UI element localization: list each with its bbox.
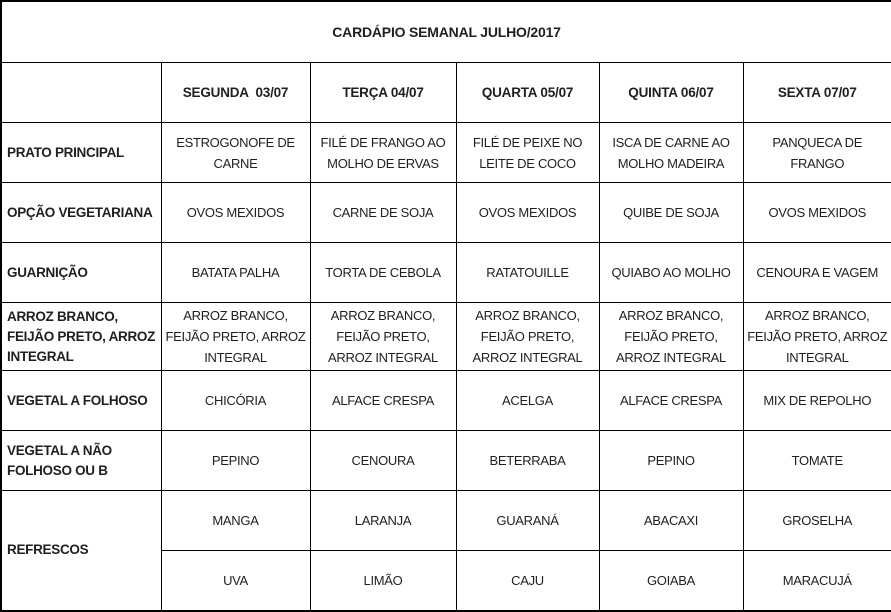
day-header-segunda: SEGUNDA 03/07 <box>160 62 311 123</box>
day-header-quarta: QUARTA 05/07 <box>455 62 600 123</box>
menu-cell: OVOS MEXIDOS <box>455 182 600 243</box>
title-row: CARDÁPIO SEMANAL JULHO/2017 <box>0 0 891 63</box>
menu-cell: ARROZ BRANCO, FEIJÃO PRETO, ARROZ INTEGR… <box>160 302 311 371</box>
table-row: UVA LIMÃO CAJU GOIABA MARACUJÁ <box>1 550 891 611</box>
menu-cell: GOIABA <box>598 550 744 611</box>
menu-cell: ARROZ BRANCO, FEIJÃO PRETO, ARROZ INTEGR… <box>742 302 891 371</box>
day-header-quinta: QUINTA 06/07 <box>598 62 744 123</box>
menu-cell: CHICÓRIA <box>160 370 311 431</box>
menu-cell: FILÉ DE FRANGO AO MOLHO DE ERVAS <box>309 122 457 183</box>
row-label-prato-principal: PRATO PRINCIPAL <box>0 122 162 183</box>
menu-cell: RATATOUILLE <box>455 242 600 303</box>
table-row: VEGETAL A FOLHOSO CHICÓRIA ALFACE CRESPA… <box>0 370 891 431</box>
table-row: OPÇÃO VEGETARIANA OVOS MEXIDOS CARNE DE … <box>0 182 891 243</box>
menu-cell: MANGA <box>160 490 311 551</box>
menu-cell: ISCA DE CARNE AO MOLHO MADEIRA <box>598 122 744 183</box>
menu-cell: ABACAXI <box>598 490 744 551</box>
row-label-vegetal-nao-folhoso: VEGETAL A NÃO FOLHOSO OU B <box>0 430 162 491</box>
menu-cell: BATATA PALHA <box>160 242 311 303</box>
menu-cell: LIMÃO <box>309 550 457 611</box>
row-label-opcao-vegetariana: OPÇÃO VEGETARIANA <box>0 182 162 243</box>
menu-cell: ACELGA <box>455 370 600 431</box>
menu-cell: MARACUJÁ <box>742 550 891 611</box>
menu-cell: BETERRABA <box>455 430 600 491</box>
menu-cell: GROSELHA <box>742 490 891 551</box>
menu-cell: CARNE DE SOJA <box>309 182 457 243</box>
menu-cell: ARROZ BRANCO, FEIJÃO PRETO, ARROZ INTEGR… <box>455 302 600 371</box>
row-label-guarnicao: GUARNIÇÃO <box>0 242 162 303</box>
menu-cell: PANQUECA DE FRANGO <box>742 122 891 183</box>
menu-cell: ESTROGONOFE DE CARNE <box>160 122 311 183</box>
menu-cell: LARANJA <box>309 490 457 551</box>
menu-cell: CENOURA E VAGEM <box>742 242 891 303</box>
menu-cell: ARROZ BRANCO, FEIJÃO PRETO, ARROZ INTEGR… <box>598 302 744 371</box>
table-row: VEGETAL A NÃO FOLHOSO OU B PEPINO CENOUR… <box>0 430 891 491</box>
menu-cell: FILÉ DE PEIXE NO LEITE DE COCO <box>455 122 600 183</box>
menu-cell: QUIABO AO MOLHO <box>598 242 744 303</box>
menu-cell: ALFACE CRESPA <box>598 370 744 431</box>
table-row: PRATO PRINCIPAL ESTROGONOFE DE CARNE FIL… <box>0 122 891 183</box>
day-header-sexta: SEXTA 07/07 <box>742 62 891 123</box>
menu-cell: ARROZ BRANCO, FEIJÃO PRETO, ARROZ INTEGR… <box>309 302 457 371</box>
menu-cell: PEPINO <box>598 430 744 491</box>
menu-cell: PEPINO <box>160 430 311 491</box>
header-row: SEGUNDA 03/07 TERÇA 04/07 QUARTA 05/07 Q… <box>0 62 891 123</box>
row-label-refrescos: REFRESCOS <box>0 490 162 611</box>
menu-cell: OVOS MEXIDOS <box>160 182 311 243</box>
table-row: GUARNIÇÃO BATATA PALHA TORTA DE CEBOLA R… <box>0 242 891 303</box>
corner-empty-cell <box>0 62 162 123</box>
page-title: CARDÁPIO SEMANAL JULHO/2017 <box>0 0 891 63</box>
menu-cell: OVOS MEXIDOS <box>742 182 891 243</box>
row-label-vegetal-folhoso: VEGETAL A FOLHOSO <box>0 370 162 431</box>
menu-cell: UVA <box>160 550 311 611</box>
row-label-arroz-feijao: ARROZ BRANCO, FEIJÃO PRETO, ARROZ INTEGR… <box>0 302 162 371</box>
menu-cell: ALFACE CRESPA <box>309 370 457 431</box>
menu-cell: CAJU <box>455 550 600 611</box>
menu-cell: CENOURA <box>309 430 457 491</box>
menu-cell: TORTA DE CEBOLA <box>309 242 457 303</box>
menu-cell: QUIBE DE SOJA <box>598 182 744 243</box>
table-row: REFRESCOS MANGA LARANJA GUARANÁ ABACAXI … <box>0 490 891 611</box>
day-header-terca: TERÇA 04/07 <box>309 62 457 123</box>
menu-cell: TOMATE <box>742 430 891 491</box>
table-row: ARROZ BRANCO, FEIJÃO PRETO, ARROZ INTEGR… <box>0 302 891 371</box>
menu-cell: GUARANÁ <box>455 490 600 551</box>
menu-cell: MIX DE REPOLHO <box>742 370 891 431</box>
